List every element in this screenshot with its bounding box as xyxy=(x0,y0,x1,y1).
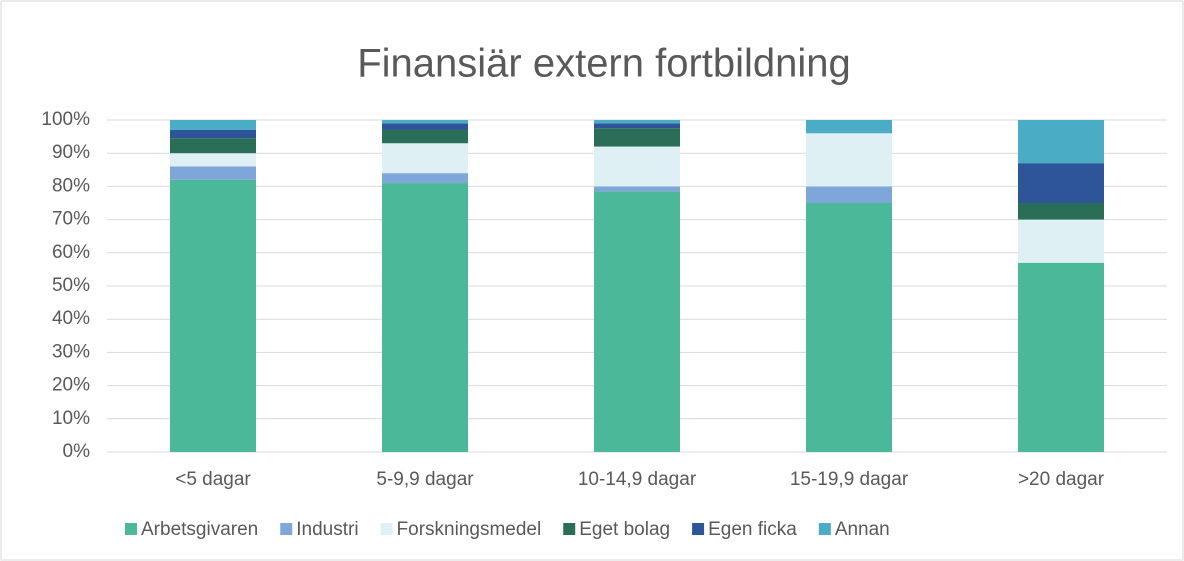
bar-segment xyxy=(806,120,892,134)
y-tick-label: 50% xyxy=(52,275,90,296)
bar-segment xyxy=(382,183,468,452)
bar-segment xyxy=(382,129,468,144)
bar-segment xyxy=(806,133,892,187)
y-tick-label: 10% xyxy=(52,408,90,429)
y-tick-label: 80% xyxy=(52,175,90,196)
bar-segment xyxy=(594,128,680,147)
legend-label: Eget bolag xyxy=(579,519,670,540)
bar-segment xyxy=(594,191,680,452)
bar-segment xyxy=(1018,163,1104,203)
bar-segment xyxy=(594,146,680,187)
y-tick-label: 100% xyxy=(41,109,90,130)
bar-segment xyxy=(170,153,256,167)
x-tick-label: 15-19,9 dagar xyxy=(790,469,909,490)
x-tick-label: 5-9,9 dagar xyxy=(376,469,474,490)
legend-swatch xyxy=(280,523,293,535)
legend-label: Annan xyxy=(835,519,890,540)
y-tick-label: 70% xyxy=(52,209,90,230)
y-tick-label: 0% xyxy=(63,441,91,462)
bar-segment xyxy=(1018,203,1104,220)
y-tick-label: 90% xyxy=(52,142,90,163)
bar-segment xyxy=(1018,262,1104,452)
bar-segment xyxy=(382,143,468,174)
x-tick-label: >20 dagar xyxy=(1018,469,1105,490)
bar-segment xyxy=(170,138,256,154)
bar-segment xyxy=(594,120,680,124)
bar-segment xyxy=(594,123,680,129)
bar-segment xyxy=(170,129,256,139)
legend-swatch xyxy=(125,523,137,535)
bar-segment xyxy=(594,186,680,192)
bar-segment xyxy=(170,166,256,180)
y-tick-label: 40% xyxy=(52,308,90,329)
bar-segment xyxy=(1018,219,1104,263)
bar-segment xyxy=(806,203,892,452)
legend-swatch xyxy=(563,523,576,535)
x-tick-label: <5 dagar xyxy=(175,469,251,490)
legend-label: Arbetsgivaren xyxy=(141,519,258,540)
y-tick-label: 60% xyxy=(52,242,90,263)
y-tick-label: 20% xyxy=(52,375,90,396)
chart-title: Finansiär extern fortbildning xyxy=(357,42,851,86)
legend-label: Industri xyxy=(296,519,358,540)
bar-segment xyxy=(806,186,892,203)
bar-segment xyxy=(170,120,256,130)
legend-swatch xyxy=(818,523,831,535)
legend-swatch xyxy=(380,523,393,535)
legend-swatch xyxy=(692,523,705,535)
bar-segment xyxy=(382,120,468,124)
bar-segment xyxy=(382,173,468,184)
x-tick-label: 10-14,9 dagar xyxy=(578,469,697,490)
legend-label: Forskningsmedel xyxy=(397,519,542,540)
legend-label: Egen ficka xyxy=(708,519,797,540)
y-tick-label: 30% xyxy=(52,341,90,362)
bar-segment xyxy=(170,179,256,452)
bar-segment xyxy=(382,123,468,130)
bar-segment xyxy=(1018,120,1104,164)
